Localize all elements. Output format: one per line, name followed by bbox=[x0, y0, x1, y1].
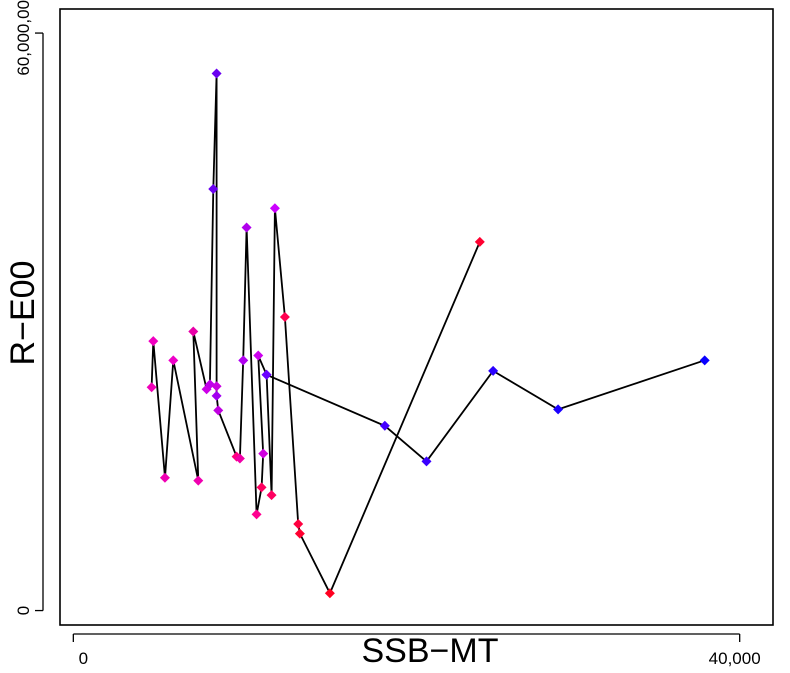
data-point bbox=[211, 390, 222, 401]
y-tick-label: 0 bbox=[14, 606, 33, 615]
data-point bbox=[261, 369, 272, 380]
data-point bbox=[188, 326, 199, 337]
series-line-1 bbox=[266, 359, 705, 463]
data-point bbox=[553, 404, 564, 415]
data-point bbox=[474, 236, 485, 247]
x-tick-label: 40,000 bbox=[709, 649, 761, 668]
data-point bbox=[251, 509, 262, 520]
x-axis-ticks: 0 40,000 bbox=[72, 634, 761, 668]
data-point bbox=[379, 420, 390, 431]
data-point bbox=[294, 528, 305, 539]
data-point bbox=[238, 355, 249, 366]
x-tick-label: 0 bbox=[79, 649, 88, 668]
series-lines bbox=[150, 73, 705, 596]
data-point bbox=[213, 405, 224, 416]
data-point bbox=[148, 336, 159, 347]
data-point bbox=[269, 203, 280, 214]
data-point bbox=[699, 355, 710, 366]
data-point bbox=[421, 456, 432, 467]
data-point bbox=[488, 365, 499, 376]
data-point bbox=[168, 355, 179, 366]
series-line-0 bbox=[150, 73, 481, 596]
data-point bbox=[279, 312, 290, 322]
data-point bbox=[211, 381, 222, 392]
y-tick-label: 60,000,000 bbox=[14, 0, 33, 76]
data-point bbox=[234, 453, 245, 464]
plot-frame bbox=[59, 8, 774, 626]
data-point bbox=[253, 350, 264, 361]
data-point bbox=[266, 490, 277, 501]
series-points bbox=[146, 68, 710, 599]
data-point bbox=[208, 183, 219, 194]
y-axis-title: R−E00 bbox=[4, 261, 42, 366]
data-point bbox=[193, 475, 204, 486]
y-axis-ticks: 0 60,000,000 bbox=[14, 0, 43, 615]
data-point bbox=[258, 448, 269, 459]
x-axis-title: SSB−MT bbox=[362, 632, 499, 670]
data-point bbox=[146, 382, 157, 393]
data-point bbox=[293, 518, 304, 529]
data-point bbox=[211, 68, 222, 79]
data-point bbox=[241, 222, 252, 233]
data-point bbox=[256, 482, 267, 493]
data-point bbox=[324, 588, 335, 599]
data-point bbox=[159, 472, 170, 483]
